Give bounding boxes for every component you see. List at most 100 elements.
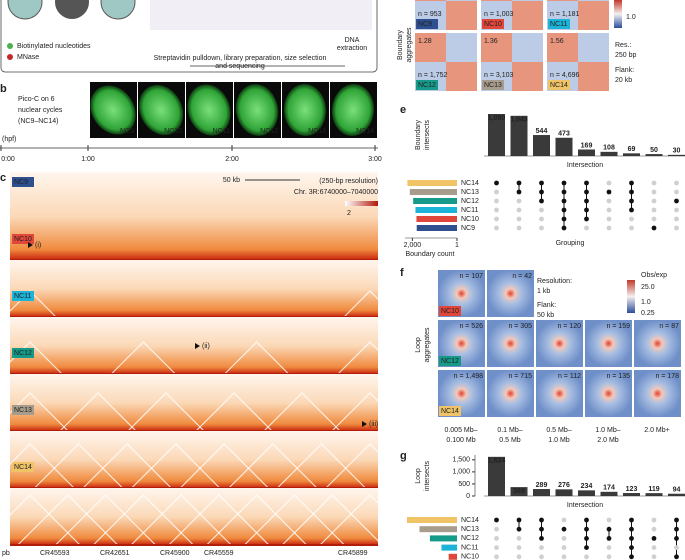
membership-dot <box>651 517 657 523</box>
intersection-bar <box>555 489 573 496</box>
membership-dot <box>539 189 544 195</box>
membership-dot <box>651 207 657 213</box>
column-label: 1.0 Mb– <box>595 427 620 434</box>
count-bar <box>413 198 457 204</box>
bar-value: 1,043 <box>510 117 528 124</box>
aggregate-quadrant <box>446 33 477 62</box>
stage-label: NC9 <box>418 21 432 28</box>
membership-dot <box>516 225 522 231</box>
stage-label: NC14 <box>14 464 32 471</box>
count-bar <box>407 517 457 523</box>
column-label: 0.100 Mb <box>446 437 475 444</box>
tad <box>131 443 221 489</box>
colorbar <box>345 201 378 206</box>
membership-dot <box>629 517 634 523</box>
tad <box>343 290 397 318</box>
loop-aggregate <box>634 370 681 417</box>
membership-dot <box>494 536 499 541</box>
legend-dot <box>7 43 13 49</box>
tad <box>82 443 172 489</box>
embryo <box>138 84 184 136</box>
label: n = 1,752 <box>418 72 447 79</box>
label: n = 526 <box>459 323 483 330</box>
embryo <box>331 84 375 136</box>
membership-dot <box>629 545 634 550</box>
group-label: NC11 <box>461 207 478 214</box>
membership-dot <box>674 207 679 213</box>
membership-dot <box>539 225 544 231</box>
label: Intersection <box>567 162 603 169</box>
tad <box>110 341 176 375</box>
label: 50 kb <box>223 177 240 184</box>
tad <box>168 494 270 546</box>
loop-aggregate <box>487 270 534 317</box>
tick-label: 1,000 <box>452 469 470 476</box>
panel-a-box <box>0 0 378 73</box>
label: 3:00 <box>368 156 382 163</box>
annotation-arrow <box>362 421 367 427</box>
membership-dot <box>606 207 612 213</box>
colorbar-label: 0.25 <box>641 310 655 317</box>
embryo <box>90 85 136 135</box>
intersection-bar <box>555 137 573 156</box>
nucleus-icon <box>100 0 136 20</box>
membership-dot <box>651 180 657 186</box>
membership-dot <box>539 216 544 222</box>
hic-map <box>10 431 378 488</box>
label: Res.: <box>615 42 631 49</box>
hic-map <box>10 317 378 374</box>
tad <box>195 392 273 432</box>
label: n = 120 <box>557 323 581 330</box>
bar-value: 1,624 <box>488 458 506 465</box>
label: b <box>0 83 7 95</box>
membership-dot <box>584 180 589 186</box>
stage-tag <box>439 356 461 366</box>
aggregate-quadrant <box>547 0 578 1</box>
embryo <box>235 84 279 136</box>
stage-label: NC9 <box>14 179 28 186</box>
membership-dot <box>539 198 544 204</box>
intersection-bar <box>600 151 618 156</box>
label: n = 305 <box>508 323 532 330</box>
tad <box>92 494 194 546</box>
loop-aggregate <box>487 370 534 417</box>
membership-dot <box>606 536 612 541</box>
bar-value: 544 <box>536 128 548 135</box>
membership-dot <box>561 225 567 231</box>
stage-tag <box>416 19 438 29</box>
label: 1.0 <box>626 14 636 21</box>
label: MNase <box>17 54 39 61</box>
colorbar <box>627 280 635 313</box>
tad <box>0 392 69 432</box>
label: n = 87 <box>659 323 679 330</box>
intersection-bar <box>645 493 663 496</box>
aggregate-quadrant <box>415 33 446 62</box>
bar-value: 234 <box>581 483 593 490</box>
aggregate-quadrant <box>446 1 477 30</box>
count-bar <box>409 189 457 195</box>
tick-label: 1 <box>455 242 459 249</box>
stage-tag <box>482 80 504 90</box>
embryo-label: NC14 <box>356 128 374 135</box>
membership-dot <box>539 526 544 532</box>
aggregate-quadrant <box>512 0 543 1</box>
aggregate-quadrant <box>512 33 543 62</box>
label: Biotinylated nucleotides <box>17 43 91 50</box>
loop-aggregate <box>585 320 632 367</box>
tad <box>0 494 81 546</box>
membership-dot <box>516 207 522 213</box>
membership-dot <box>516 526 522 532</box>
label: aggregates <box>424 327 431 363</box>
tad <box>130 494 232 546</box>
membership-dot <box>584 216 589 222</box>
tad <box>179 443 269 489</box>
label: 1:00 <box>81 156 95 163</box>
label: n = 1,498 <box>454 373 483 380</box>
gene: CR45900 <box>160 550 190 557</box>
tad <box>127 392 205 432</box>
membership-dot <box>561 189 567 195</box>
label: n = 42 <box>512 273 532 280</box>
embryo-label: NC13 <box>308 128 326 135</box>
label: Loop <box>415 468 422 484</box>
column-label: 2.0 Mb <box>597 437 619 444</box>
